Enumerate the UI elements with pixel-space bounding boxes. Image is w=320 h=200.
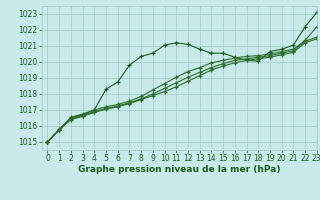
X-axis label: Graphe pression niveau de la mer (hPa): Graphe pression niveau de la mer (hPa) xyxy=(78,165,280,174)
